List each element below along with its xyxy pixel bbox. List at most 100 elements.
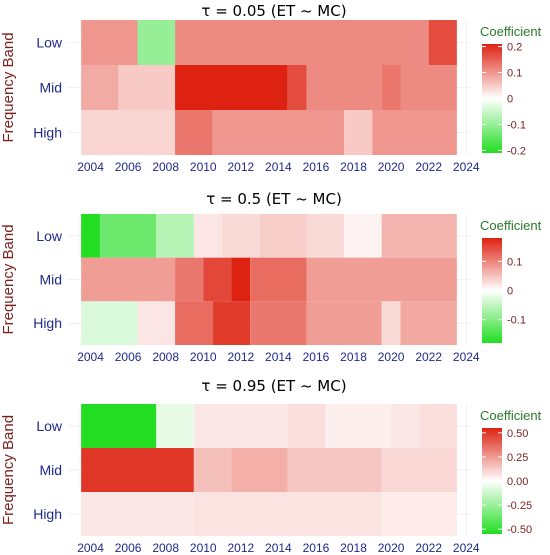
heatmap-cell: [81, 448, 194, 492]
heatmap-cell: [381, 65, 401, 110]
legend-tick-label: -0.50: [507, 524, 532, 536]
chart-title: τ = 0.05 (ET ~ MC): [201, 2, 346, 20]
x-tick-label: 2006: [115, 160, 142, 174]
heatmap-cell: [175, 301, 213, 345]
heatmap-cell: [175, 110, 213, 155]
x-tick-label: 2022: [415, 541, 442, 555]
heatmap-cell: [400, 301, 457, 345]
x-tick-label: 2016: [303, 350, 330, 364]
legend-tick-label: 0.25: [507, 452, 528, 464]
legend-colorbar: [482, 238, 502, 343]
x-tick-label: 2018: [340, 541, 367, 555]
x-tick-label: 2014: [265, 160, 292, 174]
legend-tick-label: -0.25: [507, 500, 532, 512]
heatmap-panel-3: τ = 0.95 (ET ~ MC) Low Mid High 2004 2006 2008…: [0, 377, 542, 555]
x-tick-label: 2010: [190, 350, 217, 364]
x-tick-label: 2010: [190, 541, 217, 555]
x-tick-label: 2010: [190, 160, 217, 174]
x-tick-label: 2024: [453, 350, 480, 364]
x-tick-label: 2024: [453, 160, 480, 174]
legend-tick-label: -0.2: [507, 145, 526, 157]
y-axis-label: Frequency Band: [0, 415, 17, 525]
heatmap-cell: [231, 448, 288, 492]
x-tick-label: 2022: [415, 160, 442, 174]
heatmap-cell: [250, 257, 307, 302]
heatmap-cell: [137, 20, 176, 65]
heatmap-cell: [231, 257, 251, 302]
heatmap-cell: [381, 214, 457, 258]
heatmap-cell: [325, 404, 392, 448]
heatmap-cell: [81, 214, 100, 258]
heatmap-cell: [175, 65, 288, 110]
x-tick-label: 2014: [265, 350, 292, 364]
heatmap-cell: [81, 65, 119, 110]
x-tick-label: 2022: [415, 350, 442, 364]
heatmap-cell: [344, 214, 382, 258]
x-tick-label: 2016: [303, 541, 330, 555]
legend-tick-label: -0.1: [507, 315, 526, 327]
heatmap-cell: [381, 301, 401, 345]
y-tick-label: Low: [36, 228, 63, 244]
x-tick-label: 2012: [227, 541, 254, 555]
x-tick-label: 2012: [227, 350, 254, 364]
heatmap-cell: [287, 448, 382, 492]
x-tick-label: 2008: [152, 541, 179, 555]
heatmap-cell: [306, 214, 345, 258]
heatmap-cell: [99, 214, 157, 258]
heatmap-cell: [250, 301, 307, 345]
heatmap-cell: [306, 301, 382, 345]
heatmap-cell: [400, 65, 457, 110]
legend-tick-label: 0.1: [507, 256, 522, 268]
x-tick-label: 2016: [303, 160, 330, 174]
x-tick-label: 2006: [115, 350, 142, 364]
heatmap-cell: [259, 214, 307, 258]
legend-tick-label: 0.2: [507, 42, 522, 54]
heatmap-cell: [212, 110, 345, 155]
legend-title: Coefficient: [480, 24, 542, 39]
x-tick-label: 2018: [340, 350, 367, 364]
heatmap-cell: [81, 301, 138, 345]
heatmap-cell: [381, 492, 457, 536]
legend-colorbar: [482, 428, 502, 534]
heatmap-cell: [175, 257, 204, 302]
heatmap-cell: [193, 214, 223, 258]
legend-tick-label: 0: [507, 94, 513, 106]
heatmap-cell: [81, 257, 176, 302]
y-axis-label: Frequency Band: [0, 32, 17, 142]
heatmap-cell: [137, 301, 176, 345]
x-tick-label: 2020: [378, 541, 405, 555]
heatmap-cell: [193, 448, 232, 492]
heatmap-cell: [81, 404, 157, 448]
legend-title: Coefficient: [480, 218, 542, 233]
x-tick-label: 2008: [152, 350, 179, 364]
y-axis-label: Frequency Band: [0, 224, 17, 334]
x-tick-label: 2004: [77, 541, 104, 555]
heatmap-panel-2: τ = 0.5 (ET ~ MC) Low Mid High 2004 2006 2008 2…: [0, 190, 542, 364]
y-tick-label: Mid: [39, 80, 62, 96]
y-tick-label: High: [33, 315, 62, 331]
heatmap-panel-1: τ = 0.05 (ET ~ MC) Low Mid High 2004 2006 2008…: [0, 2, 542, 174]
x-tick-label: 2024: [453, 541, 480, 555]
heatmap-cell: [81, 20, 138, 65]
heatmap-cell: [81, 492, 194, 536]
legend-tick-label: 0.50: [507, 428, 528, 440]
heatmap-cell: [193, 492, 382, 536]
heatmap-cell: [203, 257, 232, 302]
heatmap-cell: [156, 404, 194, 448]
heatmap-cell: [381, 448, 457, 492]
x-tick-label: 2004: [77, 350, 104, 364]
heatmap-cell: [306, 65, 382, 110]
y-tick-label: High: [33, 506, 62, 522]
heatmap-cell: [428, 20, 457, 65]
heatmap-cell: [391, 404, 420, 448]
chart-title: τ = 0.5 (ET ~ MC): [206, 190, 342, 208]
x-tick-label: 2020: [378, 160, 405, 174]
y-tick-label: Mid: [39, 272, 62, 288]
heatmap-cell: [306, 257, 457, 302]
legend-colorbar: [482, 44, 502, 153]
heatmap-cell: [118, 65, 176, 110]
heatmap-cell: [287, 404, 326, 448]
heatmap-cell: [156, 214, 194, 258]
legend-title: Coefficient: [480, 408, 542, 423]
y-tick-label: Low: [36, 418, 63, 434]
